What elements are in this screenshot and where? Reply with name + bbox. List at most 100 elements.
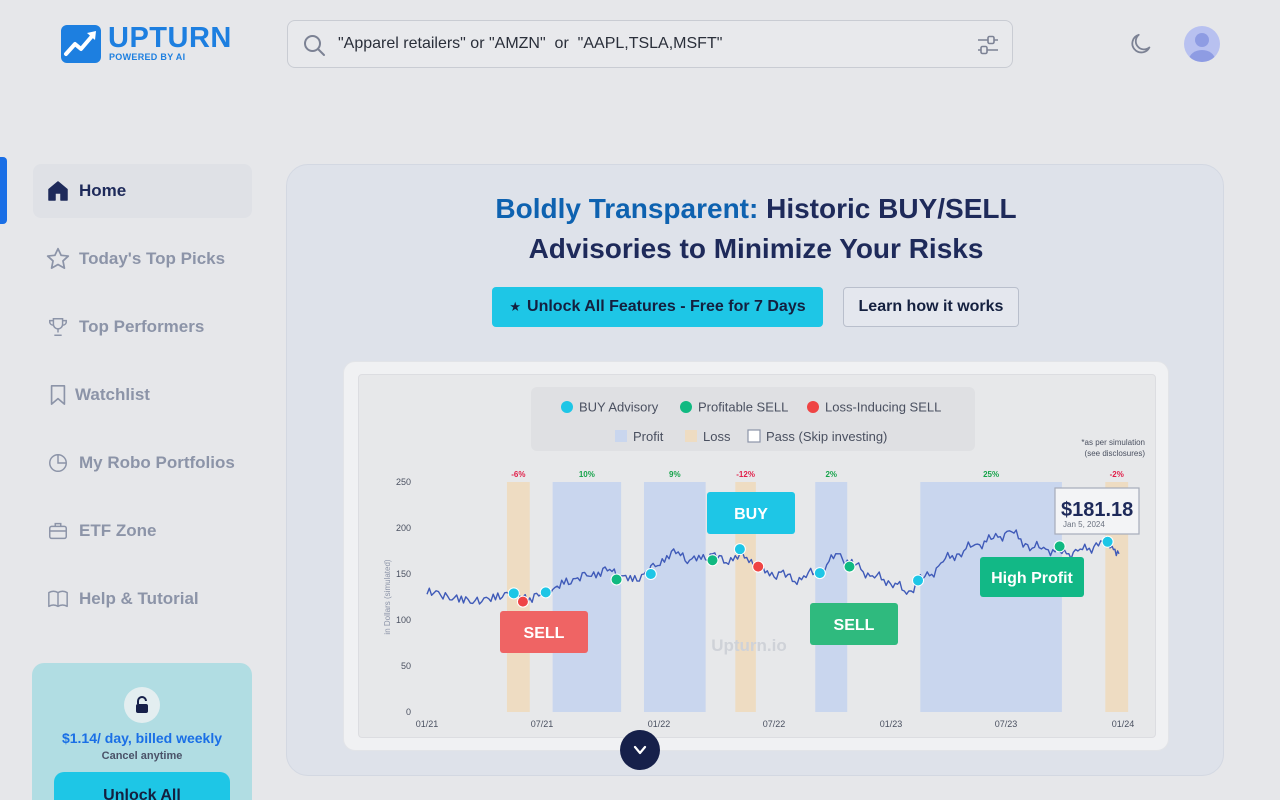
sidebar-item-label: ETF Zone — [79, 521, 157, 540]
sidebar-item-top-performers[interactable]: Top Performers — [33, 300, 252, 354]
hero-panel: Boldly Transparent: Historic BUY/SELL Ad… — [286, 164, 1224, 776]
outcome-band — [815, 482, 848, 712]
sidebar-item-label: Watchlist — [75, 385, 150, 404]
learn-how-button[interactable]: Learn how it works — [843, 287, 1019, 327]
brand-tagline: POWERED BY AI — [109, 52, 186, 62]
x-tick-label: 01/24 — [1112, 719, 1135, 729]
callout-box — [980, 557, 1084, 597]
sidebar-item-label: Top Performers — [79, 317, 205, 336]
search-bar — [287, 20, 1013, 68]
disclosure-note: (see disclosures) — [1085, 449, 1146, 458]
callout-label: SELL — [524, 625, 565, 642]
filter-sliders-icon[interactable] — [976, 33, 1000, 57]
band-return-label: 25% — [983, 470, 999, 479]
advisory-marker — [733, 543, 746, 556]
y-tick-label: 50 — [401, 661, 411, 671]
sidebar-item-watchlist[interactable]: Watchlist — [33, 368, 252, 422]
price-value: $181.18 — [1061, 499, 1133, 521]
lock-icon — [124, 687, 160, 723]
cta-label: Unlock All Features - Free for 7 Days — [527, 298, 806, 315]
search-input[interactable] — [338, 21, 958, 67]
legend-label: Loss — [703, 429, 731, 444]
legend-label: Profitable SELL — [698, 400, 788, 415]
x-tick-label: 07/23 — [995, 719, 1018, 729]
outcome-band — [735, 482, 756, 712]
y-axis-label: in Dollars (simulated) — [383, 559, 392, 634]
advisory-chart: BUY Advisory Profitable SELL Loss-Inducing… — [383, 387, 1146, 729]
headline-rest: Historic BUY/SELL — [758, 193, 1017, 224]
sidebar-item-etf-zone[interactable]: ETF Zone — [33, 504, 252, 558]
promo-price: $1.14/ day, billed weekly — [61, 730, 223, 746]
star-icon — [45, 246, 71, 272]
advisory-marker — [752, 560, 765, 573]
sidebar-item-help[interactable]: Help & Tutorial — [33, 572, 252, 626]
legend-swatch — [747, 429, 761, 443]
x-tick-label: 07/21 — [531, 719, 554, 729]
band-return-label: 10% — [579, 470, 595, 479]
sidebar-item-label: Help & Tutorial — [79, 589, 199, 608]
sidebar-item-home[interactable]: Home — [33, 164, 252, 218]
legend-marker — [680, 401, 692, 413]
active-nav-indicator — [0, 157, 7, 224]
advisory-marker — [516, 595, 529, 608]
user-avatar-icon — [1189, 33, 1215, 62]
callout-box — [500, 611, 588, 653]
search-icon — [304, 35, 325, 56]
y-tick-label: 0 — [406, 707, 411, 717]
watermark: Upturn.io — [711, 636, 787, 655]
legend-box — [531, 387, 975, 451]
headline-highlight: Boldly Transparent: — [495, 193, 759, 224]
band-return-label: 9% — [669, 470, 681, 479]
logo-mark-icon — [61, 25, 101, 63]
advisory-marker — [1053, 540, 1066, 553]
x-tick-label: 01/23 — [880, 719, 903, 729]
sidebar-item-label: My Robo Portfolios — [79, 453, 235, 472]
callout-label: SELL — [834, 617, 875, 634]
user-avatar[interactable] — [1184, 26, 1220, 62]
hero-headline-line2: Advisories to Minimize Your Risks — [528, 233, 984, 264]
legend-marker — [561, 401, 573, 413]
moon-icon[interactable] — [1130, 30, 1156, 56]
band-return-label: -12% — [736, 470, 755, 479]
unlock-all-button[interactable]: Unlock All — [54, 772, 230, 800]
hero-headline: Boldly Transparent: Historic BUY/SELL — [287, 193, 1225, 225]
upgrade-promo-card: $1.14/ day, billed weekly Cancel anytime… — [32, 663, 252, 800]
scroll-down-button[interactable] — [620, 730, 660, 770]
sidebar-item-robo-portfolios[interactable]: My Robo Portfolios — [33, 436, 252, 490]
upturn-logo[interactable]: UPTURN POWERED BY AI — [60, 22, 231, 66]
legend-swatch — [615, 430, 627, 442]
legend-label: Pass (Skip investing) — [766, 429, 887, 444]
y-tick-label: 100 — [396, 615, 411, 625]
advisory-marker — [706, 554, 719, 567]
sidebar-item-label: Home — [79, 181, 127, 200]
band-return-label: 2% — [825, 470, 837, 479]
y-tick-label: 250 — [396, 477, 411, 487]
advisory-marker — [539, 586, 552, 599]
legend-marker — [807, 401, 819, 413]
band-return-label: -2% — [1110, 470, 1124, 479]
home-icon — [45, 178, 71, 204]
unlock-features-button[interactable]: ★ Unlock All Features - Free for 7 Days — [492, 287, 823, 327]
callout-label: BUY — [734, 506, 768, 523]
y-tick-label: 150 — [396, 569, 411, 579]
advisory-marker — [507, 587, 520, 600]
band-return-label: -6% — [511, 470, 525, 479]
advisory-marker — [843, 560, 856, 573]
outcome-band — [552, 482, 622, 712]
advisory-marker — [644, 568, 657, 580]
advisory-marker — [610, 573, 623, 586]
advisory-marker — [912, 574, 925, 587]
legend-swatch — [685, 430, 697, 442]
x-tick-label: 07/22 — [763, 719, 786, 729]
briefcase-icon — [45, 518, 71, 544]
x-tick-label: 01/21 — [416, 719, 439, 729]
brand-name: UPTURN — [108, 22, 232, 54]
legend-label: BUY Advisory — [579, 400, 659, 415]
sidebar-item-top-picks[interactable]: Today's Top Picks — [33, 232, 252, 286]
book-icon — [45, 586, 71, 612]
disclosure-note: *as per simulation — [1081, 438, 1145, 447]
chart-frame: BUY Advisory Profitable SELL Loss-Inducing… — [358, 374, 1156, 738]
star-icon: ★ — [509, 299, 522, 314]
chevron-down-icon — [633, 745, 647, 755]
outcome-band — [643, 482, 706, 712]
